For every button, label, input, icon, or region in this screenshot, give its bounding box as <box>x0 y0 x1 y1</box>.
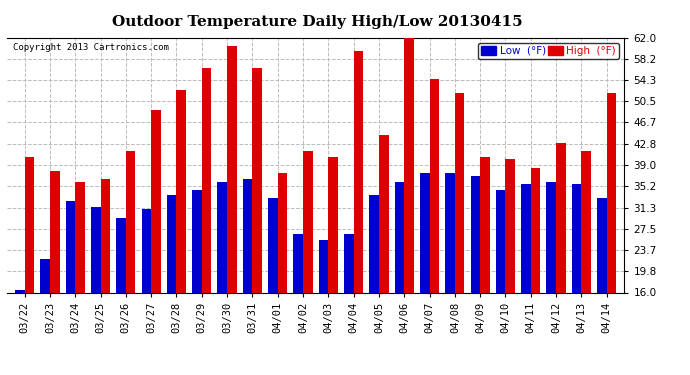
Bar <box>25 157 34 292</box>
Bar <box>167 195 177 292</box>
Bar <box>91 207 101 292</box>
Bar <box>480 157 490 292</box>
Bar <box>319 240 328 292</box>
Bar <box>430 79 440 292</box>
Bar <box>379 135 388 292</box>
Bar <box>243 179 253 292</box>
Bar <box>546 182 556 292</box>
Bar <box>268 198 277 292</box>
Bar <box>420 173 430 292</box>
Bar <box>303 151 313 292</box>
Bar <box>597 198 607 292</box>
Bar <box>506 159 515 292</box>
Bar <box>192 190 201 292</box>
Text: Copyright 2013 Cartronics.com: Copyright 2013 Cartronics.com <box>13 43 169 52</box>
Bar <box>277 173 287 292</box>
Bar <box>607 93 616 292</box>
Bar <box>141 209 151 292</box>
Bar <box>15 290 25 292</box>
Bar <box>572 184 582 292</box>
Bar <box>496 190 506 292</box>
Bar <box>395 182 404 292</box>
Bar <box>471 176 480 292</box>
Bar <box>201 68 211 292</box>
Bar <box>40 259 50 292</box>
Bar <box>66 201 75 292</box>
Legend: Low  (°F), High  (°F): Low (°F), High (°F) <box>477 43 619 59</box>
Bar <box>101 179 110 292</box>
Bar <box>227 46 237 292</box>
Bar <box>344 234 354 292</box>
Bar <box>151 110 161 292</box>
Bar <box>582 151 591 292</box>
Bar <box>354 51 363 292</box>
Bar <box>50 171 59 292</box>
Bar <box>116 217 126 292</box>
Bar <box>293 234 303 292</box>
Bar <box>328 157 338 292</box>
Bar <box>455 93 464 292</box>
Bar <box>253 68 262 292</box>
Bar <box>531 168 540 292</box>
Bar <box>404 38 414 292</box>
Bar <box>126 151 135 292</box>
Bar <box>75 182 85 292</box>
Bar <box>556 143 566 292</box>
Bar <box>521 184 531 292</box>
Bar <box>217 182 227 292</box>
Text: Outdoor Temperature Daily High/Low 20130415: Outdoor Temperature Daily High/Low 20130… <box>112 15 523 29</box>
Bar <box>369 195 379 292</box>
Bar <box>445 173 455 292</box>
Bar <box>177 90 186 292</box>
